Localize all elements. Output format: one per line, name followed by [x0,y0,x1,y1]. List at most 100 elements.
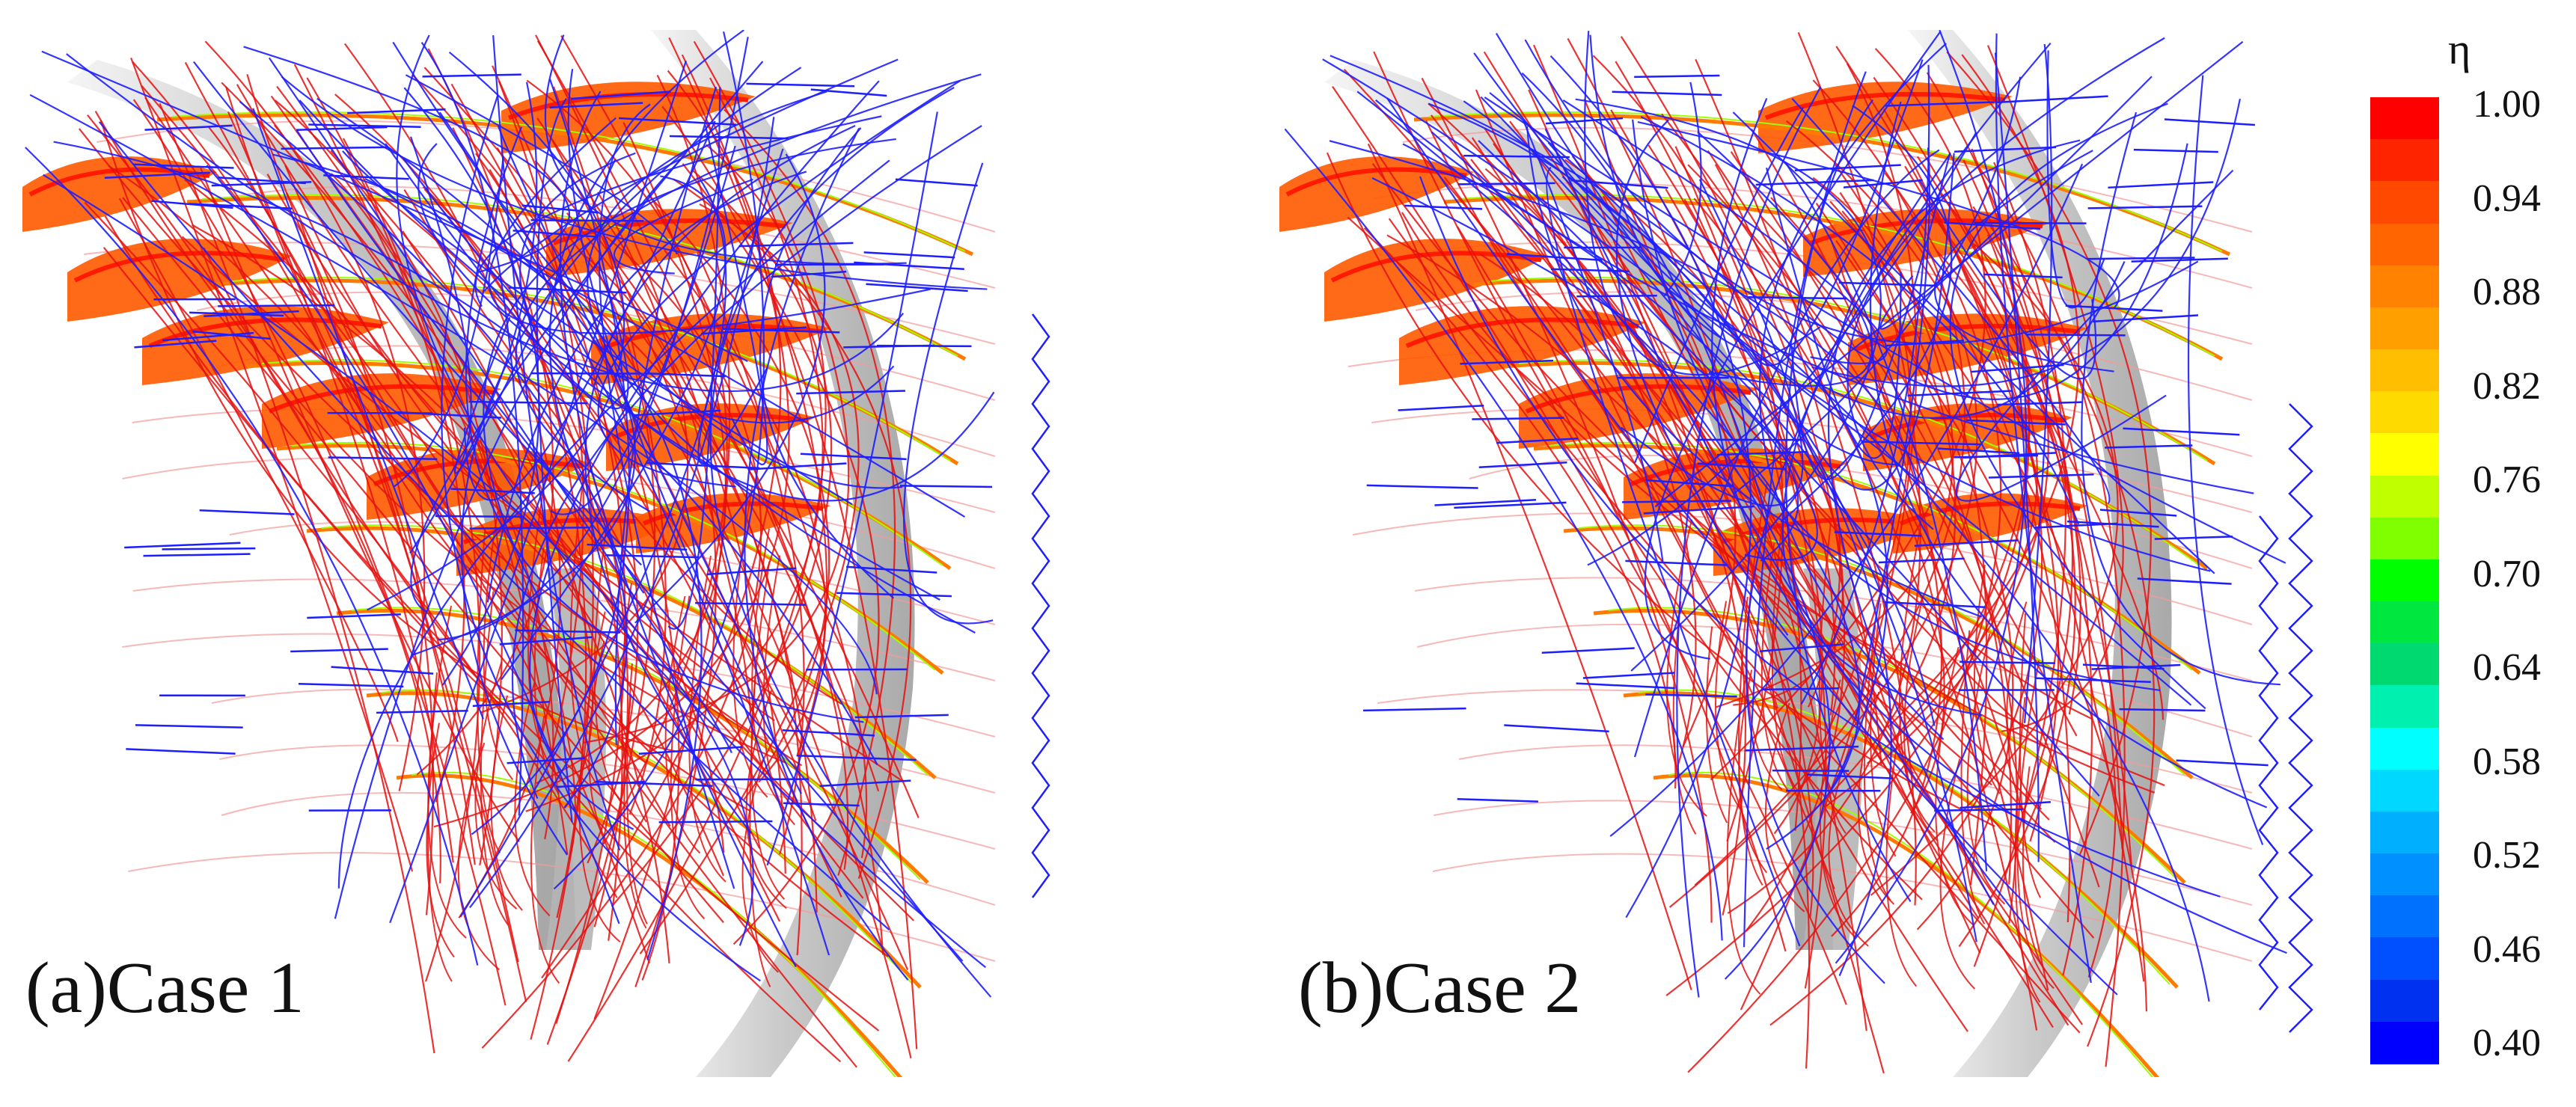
blue-segment [1997,401,2082,406]
blue-segment [1834,531,1922,537]
faint-streamline [224,185,996,289]
blue-segment [854,714,949,719]
colorbar-swatch [2370,937,2439,981]
colorbar-swatch [2370,643,2439,687]
red-streamline [104,215,880,1031]
red-streamline [1615,61,1827,989]
red-streamline [483,511,514,780]
blue-segment [1550,268,1630,273]
blue-segment [866,283,968,292]
blue-segment [738,242,854,248]
blue-streamline [1431,131,1831,980]
blue-streamline [1484,96,2286,564]
blue-segment [1541,647,1635,654]
tip-streak [1653,773,2160,1077]
blue-segment [722,328,840,334]
blue-streamline [1745,42,2052,984]
blue-segment [469,527,590,530]
blue-segment [469,400,588,405]
red-streamline [1457,226,1787,952]
blue-segment [1625,559,1728,566]
red-streamline [1899,530,1936,832]
red-streamline [1785,120,2071,923]
blue-segment [895,178,978,187]
blue-streamline [1676,86,1822,998]
blue-streamline [1781,153,1982,717]
blue-streamline [1473,52,2211,572]
blue-streamline [193,61,642,566]
vortex-sheet [1324,239,1549,322]
colorbar-tick-label: 0.40 [2473,1022,2541,1064]
blue-segment [810,88,887,97]
blue-streamline [1711,97,2287,954]
blue-streamline [536,97,573,823]
blue-streamline [1523,120,1664,564]
blue-segment [298,683,404,688]
blue-segment [571,91,671,100]
red-streamline [1939,192,2074,813]
blue-segment [2065,304,2163,312]
blue-segment [1697,462,1786,470]
tip-streak-edge [1668,771,2153,1077]
blue-segment [1755,179,1874,186]
blue-segment [1762,687,1839,691]
case-1-streamline-plot [22,30,1050,1077]
blue-segment [296,126,388,131]
vortex-edge [28,167,210,197]
blue-segment [854,261,964,271]
blue-segment [290,648,388,653]
blue-streamline [486,171,807,603]
colorbar-tick-label: 0.88 [2473,271,2541,313]
colorbar-swatch [2370,475,2439,518]
red-streamline [1425,120,1893,711]
blue-segment [2119,708,2206,712]
blue-segment [1974,221,2087,224]
red-streamline [132,61,476,865]
red-streamline [2006,601,2043,810]
vortex-edge [1525,384,1752,414]
blue-streamline [441,95,761,982]
red-streamline [732,485,768,798]
blue-segment [472,701,550,708]
blue-streamline [405,74,678,255]
red-streamline [1815,202,2014,930]
blue-segment [1794,164,1901,171]
blue-streamline [2023,43,2053,723]
blue-streamline [438,37,749,641]
blue-streamline [1994,52,2040,862]
blue-segment [435,515,523,518]
blue-segment [124,542,241,549]
red-streamline [1930,212,2081,715]
blue-segment [132,163,234,169]
blue-segment [843,344,934,349]
blue-segment [1748,296,1847,300]
blue-streamline [1356,91,1861,850]
blue-streamline [697,148,784,465]
outer-shroud [651,30,915,1077]
blue-segment [782,729,875,737]
red-streamline [1903,596,1939,842]
blue-segment [499,636,593,646]
blue-segment [1460,359,1554,365]
blue-segment [162,547,256,551]
blue-segment [796,754,917,761]
blue-streamline [1480,96,1818,561]
blue-streamline [1791,97,2111,504]
blue-segment [1959,660,2055,664]
blue-segment [1934,808,2023,812]
red-streamline [1371,162,2156,794]
blue-streamline [252,108,484,720]
vortex-sheet [1279,156,1474,232]
blue-segment [1545,117,1624,125]
blue-segment [1404,204,1483,210]
blue-streamline [454,159,617,474]
red-streamline [534,160,920,819]
red-streamline [427,672,453,982]
blue-segment [783,802,860,807]
red-streamline [723,108,896,876]
red-streamline [1760,542,1790,793]
colorbar-tick-label: 0.64 [2473,646,2541,689]
red-streamline [1707,150,1945,814]
blue-streamline [1759,43,1948,740]
colorbar-tick-label: 0.76 [2473,459,2541,501]
